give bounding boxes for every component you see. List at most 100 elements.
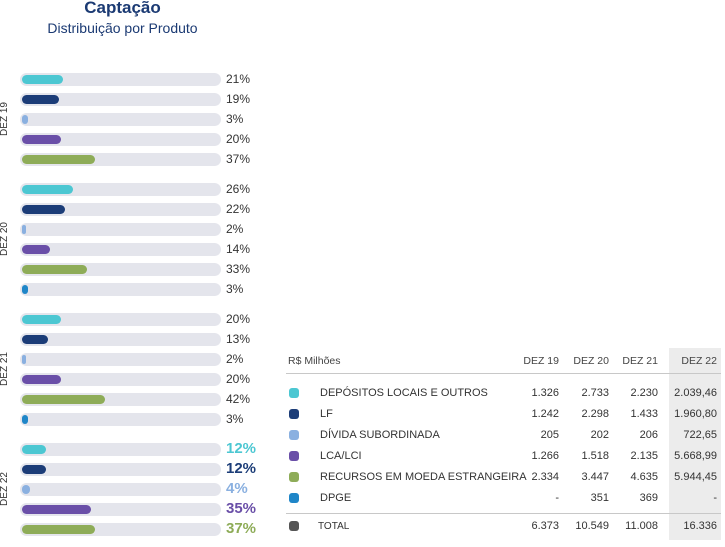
bar-track xyxy=(20,263,221,276)
bar-depositos xyxy=(22,75,64,84)
total-value: 6.373 xyxy=(531,520,559,532)
data-label: 13% xyxy=(226,332,251,346)
data-label: 20% xyxy=(226,372,251,386)
cell-value: 1.433 xyxy=(630,408,658,420)
bar-recursos xyxy=(22,525,95,534)
cell-value: 4.635 xyxy=(630,471,658,483)
bar-depositos xyxy=(22,315,62,324)
row-label: DÍVIDA SUBORDINADA xyxy=(320,429,440,441)
data-label: 21% xyxy=(226,72,251,86)
cell-value: 2.733 xyxy=(581,387,609,399)
bar-lca xyxy=(22,245,50,254)
data-label: 20% xyxy=(226,132,251,146)
cell-value: 2.039,46 xyxy=(674,387,717,399)
bar-lf xyxy=(22,205,66,214)
bar-lca xyxy=(22,375,62,384)
bar-dpge xyxy=(22,415,28,424)
group-label: DEZ 21 xyxy=(0,352,10,386)
bar-divida xyxy=(22,115,28,124)
data-label: 42% xyxy=(226,392,251,406)
bar-recursos xyxy=(22,395,105,404)
cell-value: 1.266 xyxy=(531,450,559,462)
cell-value: 206 xyxy=(639,429,658,441)
unit-label: R$ Milhões xyxy=(288,355,341,367)
bar-track xyxy=(20,243,221,256)
data-label: 26% xyxy=(226,182,251,196)
legend-swatch-lca xyxy=(289,451,299,461)
row-label: DPGE xyxy=(320,492,352,504)
legend-swatch-divida xyxy=(289,430,299,440)
bar-lca xyxy=(22,135,62,144)
data-label: 35% xyxy=(226,500,257,517)
cell-value: 5.668,99 xyxy=(674,450,717,462)
data-label: 19% xyxy=(226,92,251,106)
bar-lf xyxy=(22,465,46,474)
data-label: 12% xyxy=(226,460,257,477)
data-label: 14% xyxy=(226,242,251,256)
total-divider xyxy=(286,513,721,514)
bar-track xyxy=(20,503,221,516)
bar-depositos xyxy=(22,445,46,454)
data-label: 12% xyxy=(226,440,257,457)
data-label: 2% xyxy=(226,352,244,366)
bar-track xyxy=(20,333,221,346)
data-label: 37% xyxy=(226,520,257,537)
total-value: 16.336 xyxy=(683,520,717,532)
bar-lf xyxy=(22,95,60,104)
cell-value: 2.298 xyxy=(581,408,609,420)
bar-track xyxy=(20,393,221,406)
cell-value: 2.230 xyxy=(630,387,658,399)
total-value: 11.008 xyxy=(625,520,658,532)
cell-value: 2.135 xyxy=(630,450,658,462)
bar-lca xyxy=(22,505,91,514)
cell-value: 1.242 xyxy=(531,408,559,420)
bar-divida xyxy=(22,225,26,234)
data-label: 2% xyxy=(226,222,244,236)
row-label: LF xyxy=(320,408,333,420)
bar-track xyxy=(20,283,221,296)
cell-value: 205 xyxy=(540,429,559,441)
row-label: DEPÓSITOS LOCAIS E OUTROS xyxy=(320,387,488,399)
bar-dpge xyxy=(22,285,28,294)
legend-swatch-depositos xyxy=(289,388,299,398)
bar-lf xyxy=(22,335,48,344)
cell-value: 2.334 xyxy=(531,471,559,483)
legend-swatch-lf xyxy=(289,409,299,419)
bar-track xyxy=(20,483,221,496)
bar-divida xyxy=(22,355,26,364)
bar-recursos xyxy=(22,265,87,274)
data-label: 4% xyxy=(226,480,248,497)
total-label: TOTAL xyxy=(318,521,350,532)
cell-value: 722,65 xyxy=(683,429,717,441)
bar-track xyxy=(20,223,221,236)
data-label: 22% xyxy=(226,202,251,216)
column-header: DEZ 19 xyxy=(523,355,559,367)
page-title: Captação xyxy=(84,0,161,17)
cell-value: 1.326 xyxy=(531,387,559,399)
bar-track xyxy=(20,203,221,216)
data-label: 33% xyxy=(226,262,251,276)
bar-track xyxy=(20,133,221,146)
column-header: DEZ 22 xyxy=(681,355,717,367)
bar-divida xyxy=(22,485,30,494)
header-divider xyxy=(286,373,721,374)
data-label: 3% xyxy=(226,112,244,126)
cell-value: 351 xyxy=(590,492,609,504)
cell-value: - xyxy=(555,492,559,504)
cell-value: - xyxy=(713,492,717,504)
data-label: 37% xyxy=(226,152,251,166)
legend-swatch-dpge xyxy=(289,493,299,503)
bar-track xyxy=(20,93,221,106)
bar-track xyxy=(20,183,221,196)
bar-track xyxy=(20,463,221,476)
bar-depositos xyxy=(22,185,74,194)
total-value: 10.549 xyxy=(575,520,609,532)
row-label: RECURSOS EM MOEDA ESTRANGEIRA xyxy=(320,471,527,483)
data-label: 3% xyxy=(226,282,244,296)
highlight-column-dez22 xyxy=(669,348,721,540)
bar-track xyxy=(20,153,221,166)
cell-value: 1.960,80 xyxy=(674,408,717,420)
column-header: DEZ 21 xyxy=(622,355,658,367)
legend-swatch-recursos xyxy=(289,472,299,482)
cell-value: 1.518 xyxy=(581,450,609,462)
